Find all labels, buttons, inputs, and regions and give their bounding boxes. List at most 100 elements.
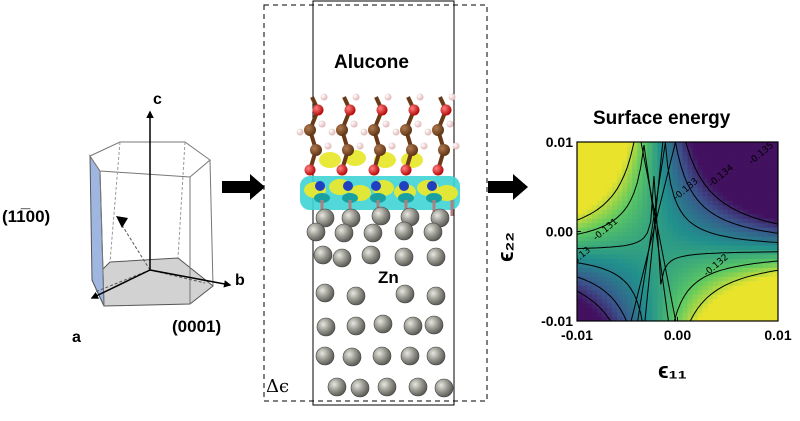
heatmap-cell xyxy=(702,289,709,295)
heatmap-cell xyxy=(757,231,764,237)
heatmap-cell xyxy=(717,164,724,170)
zn-atom xyxy=(372,346,392,366)
heatmap-cell xyxy=(682,231,689,237)
heatmap-cell xyxy=(597,222,603,228)
heatmap-cell xyxy=(657,146,664,152)
heatmap-cell xyxy=(667,213,674,219)
heatmap-cell xyxy=(757,213,764,219)
heatmap-cell xyxy=(712,307,719,313)
heatmap-cell xyxy=(752,276,759,282)
heatmap-cell xyxy=(682,267,689,273)
heatmap-cell xyxy=(622,227,628,233)
heatmap-cell xyxy=(592,191,598,197)
heatmap-cell xyxy=(707,173,714,179)
heatmap-cell xyxy=(692,258,699,264)
heatmap-cell xyxy=(647,303,653,309)
heatmap-cell xyxy=(652,289,659,295)
heatmap-cell xyxy=(767,289,774,295)
heatmap-cell xyxy=(772,231,778,237)
heatmap-cell xyxy=(627,222,633,228)
heatmap-cell xyxy=(617,285,623,291)
heatmap-cell xyxy=(627,191,633,197)
heatmap-cell xyxy=(642,289,648,295)
heatmap-cell xyxy=(707,182,714,188)
heatmap-cell xyxy=(757,307,764,313)
heatmap-cell xyxy=(682,235,689,242)
heatmap-cell xyxy=(742,213,749,219)
heatmap-cell xyxy=(582,267,588,273)
heatmap-cell xyxy=(757,253,764,259)
hydrogen-atom xyxy=(318,120,326,128)
heatmap-cell xyxy=(747,173,754,179)
heatmap-cell xyxy=(627,209,633,215)
heatmap-cell xyxy=(597,267,603,273)
heatmap-cell xyxy=(677,276,684,282)
heatmap-cell xyxy=(672,146,679,152)
heatmap-cell xyxy=(657,289,664,295)
heatmap-cell xyxy=(727,177,734,183)
heatmap-cell xyxy=(617,294,623,300)
heatmap-cell xyxy=(737,258,744,264)
heatmap-cell xyxy=(612,316,618,321)
heatmap-cell xyxy=(622,267,628,273)
heatmap-cell xyxy=(582,285,588,291)
heatmap-cell xyxy=(587,253,593,259)
heatmap-cell xyxy=(667,267,674,273)
heatmap-cell xyxy=(662,222,669,228)
heatmap-cell xyxy=(692,159,699,165)
heatmap-cell xyxy=(752,303,759,309)
heatmap-cell xyxy=(577,218,583,224)
heatmap-cell xyxy=(682,244,689,250)
heatmap-cell xyxy=(727,159,734,165)
heatmap-cell xyxy=(642,142,648,148)
heatmap-cell xyxy=(737,303,744,309)
heatmap-cell xyxy=(622,303,628,309)
heatmap-cell xyxy=(757,294,764,300)
heatmap-cell xyxy=(702,294,709,300)
heatmap-cell xyxy=(622,276,628,282)
heatmap-cell xyxy=(607,204,613,210)
heatmap-cell xyxy=(712,204,719,210)
heatmap-cell xyxy=(682,213,689,219)
heatmap-cell xyxy=(662,168,669,174)
heatmap-cell xyxy=(607,213,613,219)
heatmap-cell xyxy=(687,240,694,246)
heatmap-cell xyxy=(677,316,684,321)
heatmap-cell xyxy=(732,159,739,165)
heatmap-cell xyxy=(647,298,653,304)
heatmap-cell xyxy=(647,204,653,210)
heatmap-cell xyxy=(762,150,769,157)
heatmap-cell xyxy=(642,227,648,233)
carbon-atom xyxy=(432,124,444,136)
heatmap-cell xyxy=(737,289,744,295)
heatmap-cell xyxy=(707,218,714,224)
heatmap-cell xyxy=(677,289,684,295)
heatmap-cell xyxy=(757,142,764,148)
heatmap-cell xyxy=(642,213,648,219)
heatmap-cell xyxy=(652,307,659,313)
heatmap-cell xyxy=(727,316,734,321)
heatmap-cell xyxy=(757,177,764,183)
heatmap-cell xyxy=(632,168,638,174)
heatmap-cell xyxy=(677,150,684,157)
heatmap-cell xyxy=(642,294,648,300)
heatmap-cell xyxy=(697,204,704,210)
heatmap-cell xyxy=(577,204,583,210)
heatmap-cell xyxy=(707,159,714,165)
heatmap-cell xyxy=(612,244,618,250)
heatmap-cell xyxy=(592,307,598,313)
heatmap-cell xyxy=(592,222,598,228)
al-atom xyxy=(427,181,437,191)
heatmap-cell xyxy=(642,155,648,161)
heatmap-cell xyxy=(607,182,613,188)
heatmap-cell xyxy=(742,191,749,197)
heatmap-cell xyxy=(727,150,734,157)
heatmap-cell xyxy=(702,253,709,259)
heatmap-cell xyxy=(757,240,764,246)
heatmap-cell xyxy=(772,186,778,192)
heatmap-cell xyxy=(692,285,699,291)
heatmap-cell xyxy=(702,280,709,286)
heatmap-cell xyxy=(762,209,769,215)
heatmap-cell xyxy=(722,316,729,321)
heatmap-cell xyxy=(642,168,648,174)
